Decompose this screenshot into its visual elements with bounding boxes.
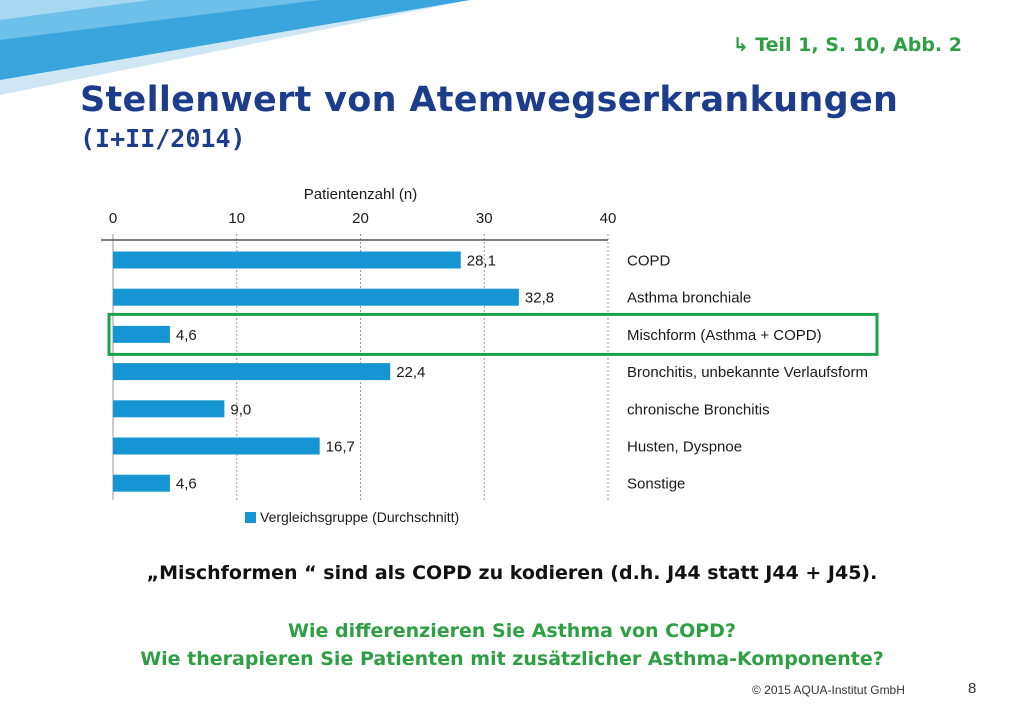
bar-value-label: 4,6	[176, 476, 197, 493]
x-tick-label: 30	[476, 210, 493, 227]
bar-value-label: 9,0	[230, 401, 251, 418]
highlight-frame	[107, 312, 879, 356]
page-number: 8	[968, 680, 977, 697]
category-label: Bronchitis, unbekannte Verlaufsform	[627, 364, 868, 381]
category-label: Asthma bronchiale	[627, 290, 751, 307]
copyright: © 2015 AQUA-Institut GmbH	[752, 683, 905, 697]
question-1: Wie differenzieren Sie Asthma von COPD?	[288, 620, 736, 642]
bar	[113, 325, 170, 343]
legend-swatch	[245, 512, 256, 523]
bar	[113, 400, 225, 418]
slide-subtitle: (I+II/2014)	[80, 124, 246, 153]
coding-note: „Mischformen “ sind als COPD zu kodieren…	[146, 562, 878, 584]
bar	[113, 474, 170, 492]
x-axis-label: Patientenzahl (n)	[304, 186, 417, 203]
bar	[113, 288, 519, 306]
question-2: Wie therapieren Sie Patienten mit zusätz…	[140, 648, 884, 670]
bar-value-label: 28,1	[467, 253, 496, 270]
bar	[113, 251, 461, 269]
slide-title: Stellenwert von Atemwegserkrankungen	[80, 80, 899, 120]
category-label: Sonstige	[627, 476, 685, 493]
category-label: COPD	[627, 253, 671, 270]
x-tick-label: 20	[352, 210, 369, 227]
x-tick-label: 40	[600, 210, 617, 227]
bar-value-label: 16,7	[326, 439, 355, 456]
bar	[113, 363, 391, 381]
category-label: Husten, Dyspnoe	[627, 439, 742, 456]
bar-value-label: 32,8	[525, 290, 554, 307]
header-decoration	[0, 0, 470, 95]
legend-label: Vergleichsgruppe (Durchschnitt)	[260, 509, 459, 525]
x-tick-label: 10	[228, 210, 245, 227]
category-label: chronische Bronchitis	[627, 401, 770, 418]
bar	[113, 437, 320, 455]
category-label: Mischform (Asthma + COPD)	[627, 327, 822, 344]
source-reference: ↳ Teil 1, S. 10, Abb. 2	[732, 34, 962, 56]
x-tick-label: 0	[109, 210, 117, 227]
bar-value-label: 4,6	[176, 327, 197, 344]
bar-value-label: 22,4	[396, 364, 425, 381]
